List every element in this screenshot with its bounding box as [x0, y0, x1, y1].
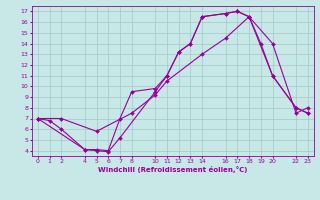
X-axis label: Windchill (Refroidissement éolien,°C): Windchill (Refroidissement éolien,°C): [98, 166, 247, 173]
